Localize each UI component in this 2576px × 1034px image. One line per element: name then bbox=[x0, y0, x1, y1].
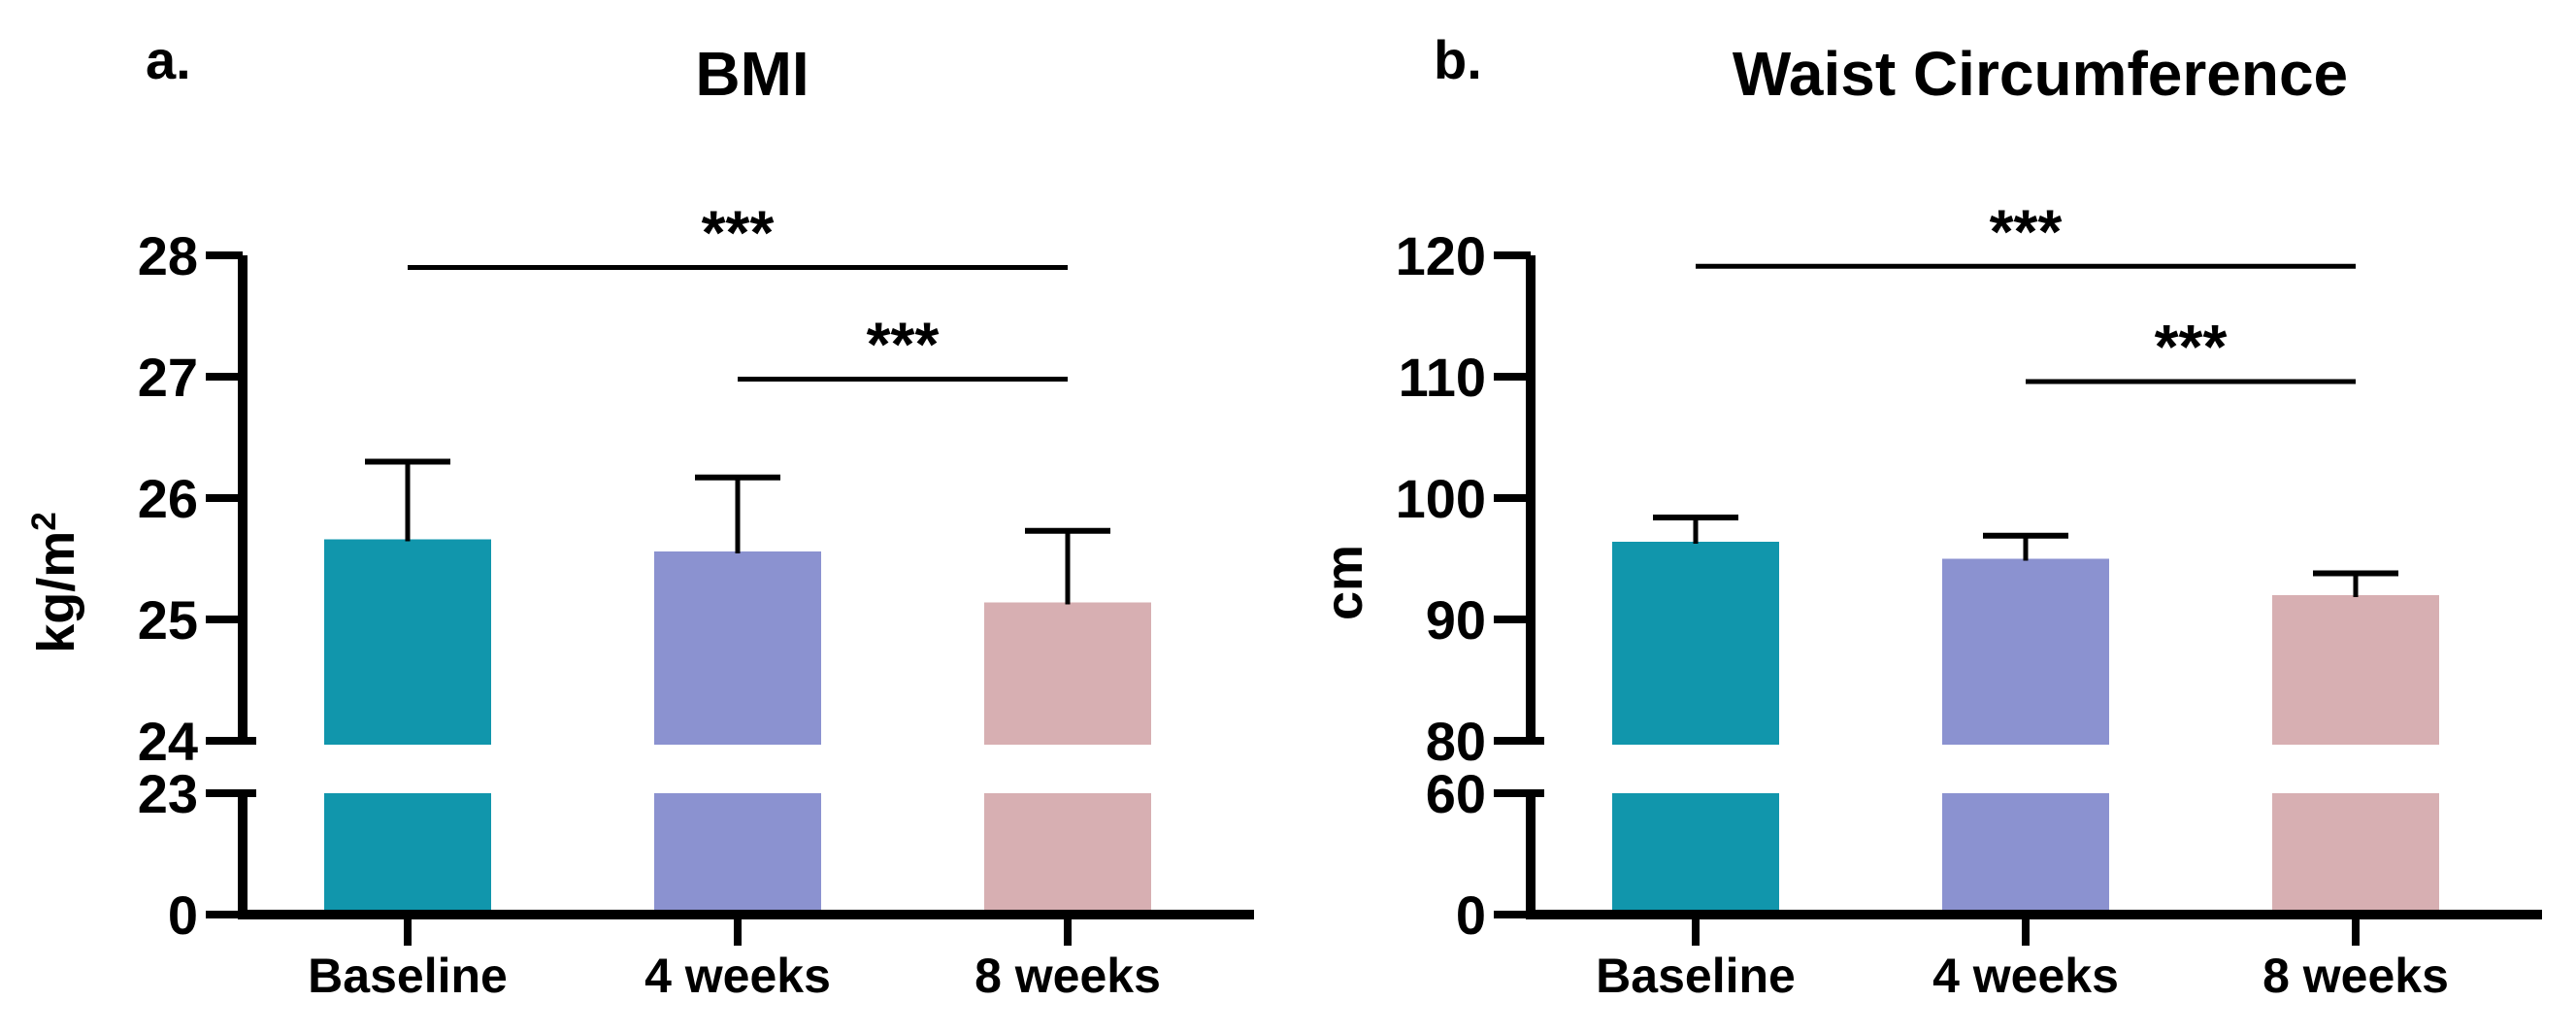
y-tick-label-90: 90 bbox=[1426, 589, 1486, 650]
bar-lower-1 bbox=[1942, 793, 2109, 915]
category-label-1: 4 weeks bbox=[644, 949, 831, 1003]
chart-title-waist-circumference: Waist Circumference bbox=[1732, 39, 2349, 109]
y-tick-label-0: 0 bbox=[1456, 884, 1486, 946]
significance-label-0: *** bbox=[702, 198, 775, 268]
category-label-2: 8 weeks bbox=[2262, 949, 2449, 1003]
y-tick-label-0: 0 bbox=[168, 884, 198, 946]
y-tick-label-110: 110 bbox=[1399, 347, 1486, 408]
bar-upper-1 bbox=[1942, 558, 2109, 745]
y-tick-label-23: 23 bbox=[138, 763, 198, 824]
bar-upper-2 bbox=[2272, 595, 2439, 745]
y-tick-label-25: 25 bbox=[138, 589, 198, 650]
significance-label-1: *** bbox=[867, 310, 940, 380]
bar-lower-0 bbox=[324, 793, 491, 915]
panel-b-waist-circumference: b. Waist Circumference cm 120 110 100 90 80 6… bbox=[1288, 0, 2576, 1034]
significance-label-0: *** bbox=[1990, 196, 2063, 266]
y-tick-label-80: 80 bbox=[1426, 711, 1486, 772]
bar-lower-1 bbox=[654, 793, 821, 915]
bar-lower-2 bbox=[984, 793, 1151, 915]
y-tick-label-24: 24 bbox=[138, 711, 198, 772]
bar-lower-0 bbox=[1612, 793, 1779, 915]
chart-title-bmi: BMI bbox=[695, 39, 809, 109]
y-tick-label-60: 60 bbox=[1426, 763, 1486, 824]
significance-label-1: *** bbox=[2155, 312, 2228, 382]
y-tick-label-120: 120 bbox=[1396, 225, 1486, 286]
bar-upper-0 bbox=[1612, 542, 1779, 745]
y-tick-label-27: 27 bbox=[138, 347, 198, 408]
y-tick-label-100: 100 bbox=[1396, 468, 1486, 529]
bar-upper-1 bbox=[654, 551, 821, 745]
bar-lower-2 bbox=[2272, 793, 2439, 915]
panel-b-letter: b. bbox=[1434, 29, 1482, 90]
panel-a-letter: a. bbox=[146, 29, 191, 90]
y-tick-label-26: 26 bbox=[138, 468, 198, 529]
bar-upper-0 bbox=[324, 539, 491, 745]
category-label-2: 8 weeks bbox=[974, 949, 1161, 1003]
category-label-0: Baseline bbox=[308, 949, 508, 1003]
category-label-1: 4 weeks bbox=[1932, 949, 2119, 1003]
panel-a-bmi: a. BMI kg/m2 28 27 26 25 24 23 0 Baseline 4 week… bbox=[25, 29, 1254, 1003]
bar-upper-2 bbox=[984, 602, 1151, 745]
category-label-0: Baseline bbox=[1596, 949, 1796, 1003]
y-tick-label-28: 28 bbox=[138, 225, 198, 286]
